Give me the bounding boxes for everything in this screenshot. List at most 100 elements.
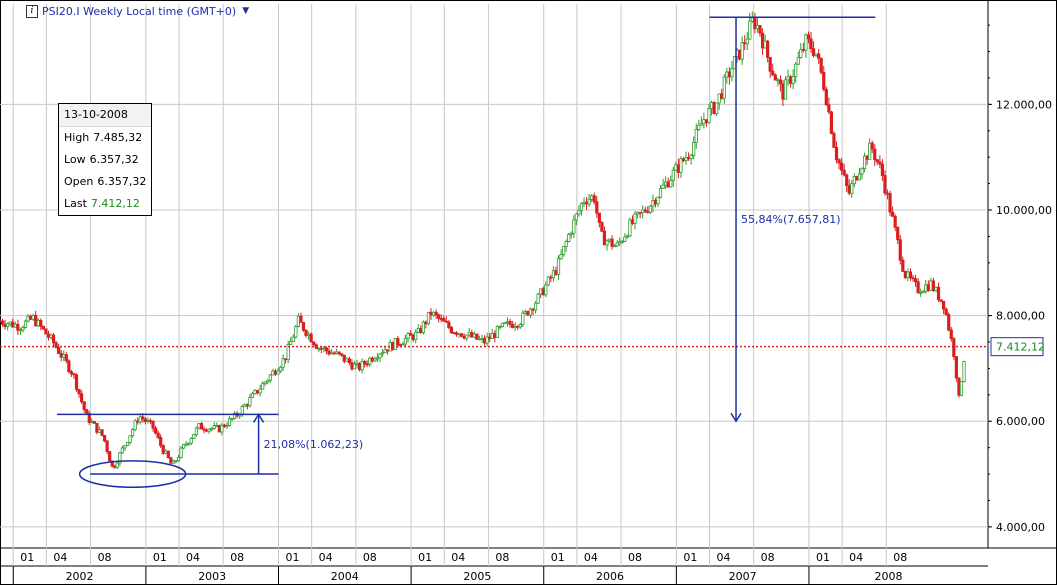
candle-body: [401, 343, 405, 346]
candle-body: [523, 310, 527, 314]
x-month-label: 08: [761, 551, 775, 564]
candle-body: [398, 344, 403, 347]
candle-body: [153, 427, 158, 434]
candle-body: [319, 347, 323, 350]
candle-body: [531, 308, 535, 311]
candle-body: [768, 57, 772, 72]
ohlc-high-value: 7.485,32: [93, 131, 143, 144]
candle-body: [913, 278, 918, 283]
candle-body: [931, 280, 936, 291]
candle-body: [796, 57, 800, 65]
candle-body: [862, 155, 867, 170]
candle-body: [625, 235, 629, 238]
candle-body: [23, 320, 28, 328]
candle-body: [511, 324, 515, 328]
ohlc-low-value: 6.357,32: [89, 153, 139, 166]
candle-body: [776, 79, 780, 82]
candle-body: [166, 450, 170, 459]
candle-body: [633, 213, 637, 224]
candle-body: [944, 308, 948, 315]
candle-body: [337, 351, 341, 355]
candle-body: [819, 57, 823, 73]
candle-body: [661, 184, 665, 189]
annotation-ellipse[interactable]: [78, 460, 187, 489]
candle-body: [582, 201, 586, 204]
chevron-down-icon[interactable]: ▼: [242, 6, 250, 16]
candle-body: [832, 133, 836, 148]
ohlc-open-row: Open 6.357,32: [59, 171, 151, 193]
candle-body: [875, 159, 879, 163]
candle-body: [766, 40, 770, 58]
candle-body: [623, 236, 627, 242]
ohlc-last-value: 7.412,12: [90, 197, 140, 210]
candle-body: [51, 334, 56, 344]
candle-body: [345, 358, 349, 362]
candle-body: [375, 357, 380, 360]
candle-body: [590, 195, 594, 200]
candle-body: [572, 219, 576, 234]
candle-body: [666, 181, 670, 188]
candle-body: [449, 327, 454, 334]
chart-title-bar[interactable]: i PSI20.I Weekly Local time (GMT+0) ▼: [26, 3, 249, 19]
candle-body: [936, 286, 941, 301]
candle-body: [97, 429, 102, 433]
candle-body: [694, 129, 698, 143]
candle-body: [301, 321, 306, 331]
candle-body: [454, 332, 459, 335]
candle-body: [296, 315, 300, 328]
candle-body: [549, 276, 553, 279]
candle-body: [888, 193, 892, 213]
candle-body: [763, 40, 767, 49]
candle-body: [799, 49, 803, 58]
candle-body: [434, 311, 438, 316]
candle-body: [49, 334, 53, 338]
x-year-label: 2007: [729, 570, 757, 583]
candle-body: [429, 311, 433, 316]
candle-body: [138, 416, 142, 423]
candle-body: [702, 119, 706, 125]
ohlc-low-label: Low: [64, 153, 86, 166]
candle-body: [294, 326, 298, 338]
candle-body: [498, 326, 502, 328]
candle-body: [615, 242, 619, 247]
candle-body: [521, 312, 525, 325]
candle-body: [171, 460, 176, 464]
candle-body: [44, 328, 48, 335]
candle-body: [824, 88, 828, 106]
candle-body: [750, 17, 754, 22]
x-month-label: 01: [551, 551, 565, 564]
candle-body: [546, 276, 550, 286]
candle-body: [87, 413, 91, 423]
candle-body: [567, 234, 571, 242]
candle-body: [360, 360, 364, 371]
candle-body: [628, 219, 632, 237]
x-month-label: 01: [816, 551, 830, 564]
candle-body: [643, 209, 647, 212]
candle-body: [184, 443, 188, 446]
candle-body: [350, 362, 354, 370]
info-icon[interactable]: i: [26, 4, 38, 18]
candle-body: [778, 79, 783, 85]
candle-body: [689, 154, 693, 159]
candle-body: [176, 456, 181, 462]
candle-body: [840, 162, 844, 171]
candle-body: [916, 281, 920, 293]
candle-body: [146, 420, 150, 423]
candle-body: [773, 74, 777, 81]
candle-body: [439, 318, 443, 320]
candle-body: [789, 76, 793, 84]
candle-body: [526, 310, 530, 316]
candle-body: [169, 457, 173, 464]
candle-body: [704, 119, 709, 123]
candle-body: [669, 179, 673, 188]
candle-body: [755, 25, 760, 30]
candle-body: [727, 71, 731, 78]
candle-body: [373, 358, 377, 362]
candle-body: [324, 347, 329, 352]
candle-body: [934, 286, 938, 291]
y-tick-label: 12.000,00: [996, 98, 1052, 111]
candle-body: [745, 38, 749, 45]
